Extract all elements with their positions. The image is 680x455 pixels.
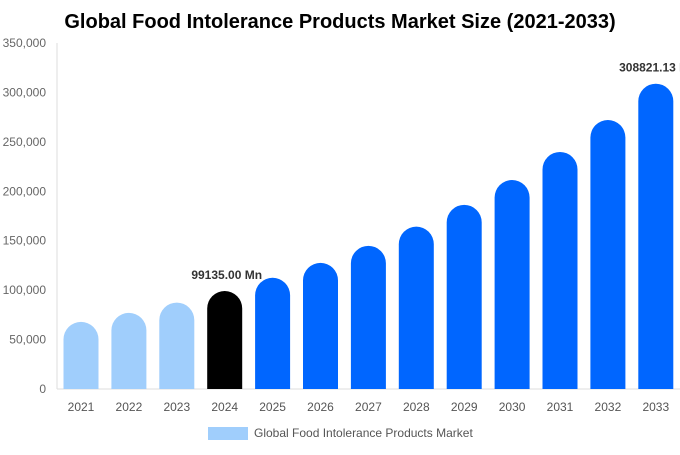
y-tick-label: 50,000	[9, 333, 46, 347]
bar-2021	[63, 321, 99, 389]
x-tick-label: 2021	[68, 400, 95, 414]
bar-2031	[542, 151, 578, 389]
y-tick-label: 0	[39, 382, 46, 396]
x-tick-label: 2023	[163, 400, 190, 414]
bar-2027	[350, 245, 386, 389]
y-tick-label: 300,000	[3, 85, 47, 99]
chart-title: Global Food Intolerance Products Market …	[64, 11, 615, 33]
y-tick-label: 350,000	[3, 36, 47, 50]
x-tick-label: 2031	[547, 400, 574, 414]
bar-2022	[111, 312, 147, 389]
bar-2026	[303, 262, 338, 389]
x-tick-label: 2025	[259, 400, 286, 414]
bar-2024	[207, 290, 243, 389]
x-tick-label: 2032	[595, 400, 622, 414]
x-tick-label: 2024	[211, 400, 238, 414]
bar-2030	[494, 180, 530, 389]
y-tick-label: 250,000	[3, 135, 47, 149]
x-tick-label: 2027	[355, 400, 382, 414]
data-label: 99135.00 Mn	[191, 268, 262, 282]
bar-2025	[255, 277, 291, 389]
x-tick-label: 2028	[403, 400, 430, 414]
y-tick-label: 150,000	[3, 234, 47, 248]
bar-2029	[446, 204, 482, 389]
x-tick-label: 2033	[642, 400, 669, 414]
x-tick-label: 2029	[451, 400, 478, 414]
bar-2032	[590, 120, 626, 390]
legend-label: Global Food Intolerance Products Market	[254, 426, 473, 440]
y-tick-label: 100,000	[3, 283, 47, 297]
x-tick-label: 2026	[307, 400, 334, 414]
bar-2023	[159, 302, 195, 389]
legend-swatch	[208, 427, 248, 440]
bar-2028	[398, 226, 434, 389]
y-tick-label: 200,000	[3, 184, 47, 198]
bar-2033	[638, 83, 674, 389]
x-tick-label: 2022	[116, 400, 143, 414]
data-label: 308821.13 Mn	[619, 61, 680, 75]
x-tick-label: 2030	[499, 400, 526, 414]
